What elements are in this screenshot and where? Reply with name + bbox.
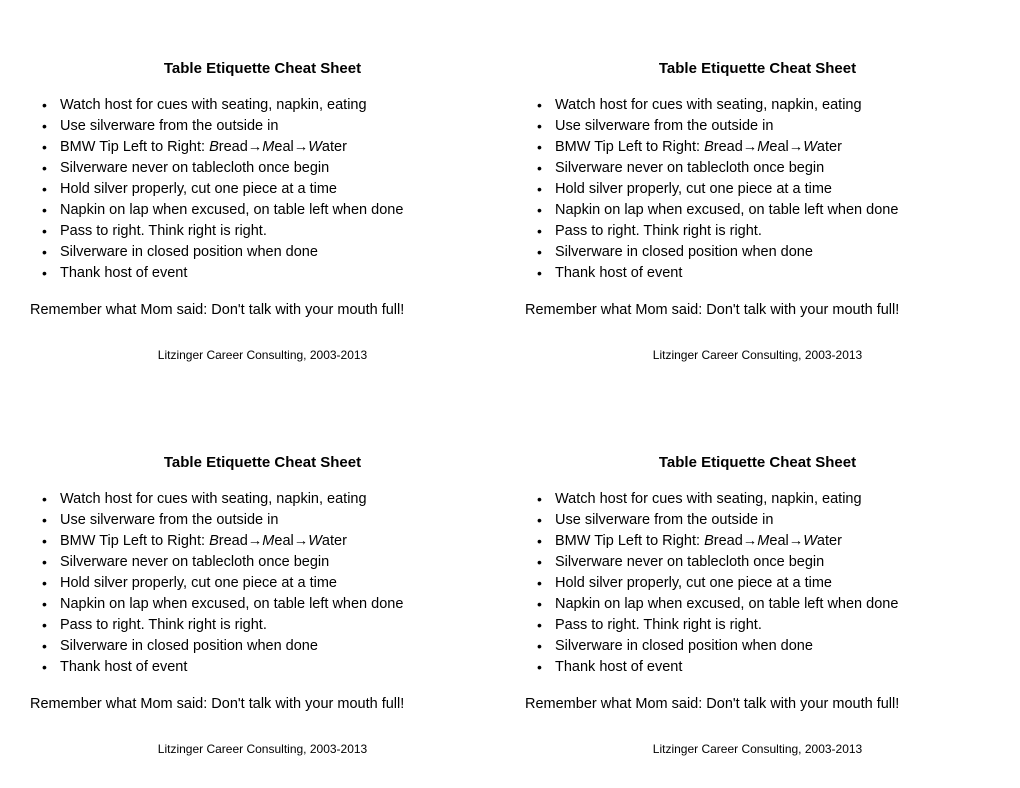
tip-item: Pass to right. Think right is right. [555, 615, 990, 636]
cheat-sheet-card: Table Etiquette Cheat Sheet Watch host fo… [525, 30, 990, 364]
closing-line: Remember what Mom said: Don't talk with … [30, 696, 495, 712]
tip-item: Silverware never on tablecloth once begi… [60, 552, 495, 573]
tip-item: Pass to right. Think right is right. [60, 615, 495, 636]
tip-item: Napkin on lap when excused, on table lef… [60, 200, 495, 221]
tip-item: Watch host for cues with seating, napkin… [555, 95, 990, 116]
tip-item: Silverware in closed position when done [60, 636, 495, 657]
footer-credit: Litzinger Career Consulting, 2003-2013 [525, 742, 990, 756]
card-title: Table Etiquette Cheat Sheet [30, 454, 495, 471]
footer-credit: Litzinger Career Consulting, 2003-2013 [30, 348, 495, 362]
tip-item: Use silverware from the outside in [555, 510, 990, 531]
tip-item: Napkin on lap when excused, on table lef… [555, 200, 990, 221]
tips-list: Watch host for cues with seating, napkin… [30, 95, 495, 284]
tip-item: BMW Tip Left to Right: Bread→Meal→Water [555, 137, 990, 158]
tip-item: Silverware in closed position when done [555, 636, 990, 657]
tip-item: Use silverware from the outside in [555, 116, 990, 137]
tip-item: BMW Tip Left to Right: Bread→Meal→Water [60, 137, 495, 158]
closing-line: Remember what Mom said: Don't talk with … [525, 302, 990, 318]
footer-credit: Litzinger Career Consulting, 2003-2013 [30, 742, 495, 756]
tip-item: Pass to right. Think right is right. [555, 221, 990, 242]
tip-item: BMW Tip Left to Right: Bread→Meal→Water [555, 531, 990, 552]
cheat-sheet-card: Table Etiquette Cheat Sheet Watch host fo… [30, 424, 495, 758]
tip-item: Thank host of event [60, 657, 495, 678]
tip-item: Watch host for cues with seating, napkin… [60, 489, 495, 510]
tip-item: BMW Tip Left to Right: Bread→Meal→Water [60, 531, 495, 552]
tip-item: Watch host for cues with seating, napkin… [60, 95, 495, 116]
tip-item: Hold silver properly, cut one piece at a… [555, 573, 990, 594]
tip-item: Napkin on lap when excused, on table lef… [60, 594, 495, 615]
tip-item: Use silverware from the outside in [60, 116, 495, 137]
tip-item: Watch host for cues with seating, napkin… [555, 489, 990, 510]
tip-item: Use silverware from the outside in [60, 510, 495, 531]
cheat-sheet-card: Table Etiquette Cheat Sheet Watch host fo… [30, 30, 495, 364]
card-title: Table Etiquette Cheat Sheet [30, 60, 495, 77]
tip-item: Thank host of event [60, 263, 495, 284]
cheat-sheet-card: Table Etiquette Cheat Sheet Watch host fo… [525, 424, 990, 758]
tip-item: Hold silver properly, cut one piece at a… [555, 179, 990, 200]
tip-item: Silverware never on tablecloth once begi… [555, 158, 990, 179]
closing-line: Remember what Mom said: Don't talk with … [525, 696, 990, 712]
footer-credit: Litzinger Career Consulting, 2003-2013 [525, 348, 990, 362]
tip-item: Thank host of event [555, 263, 990, 284]
tip-item: Silverware in closed position when done [60, 242, 495, 263]
card-title: Table Etiquette Cheat Sheet [525, 454, 990, 471]
card-title: Table Etiquette Cheat Sheet [525, 60, 990, 77]
tip-item: Silverware never on tablecloth once begi… [60, 158, 495, 179]
closing-line: Remember what Mom said: Don't talk with … [30, 302, 495, 318]
tips-list: Watch host for cues with seating, napkin… [525, 489, 990, 678]
tip-item: Silverware in closed position when done [555, 242, 990, 263]
tip-item: Thank host of event [555, 657, 990, 678]
tip-item: Hold silver properly, cut one piece at a… [60, 573, 495, 594]
tip-item: Hold silver properly, cut one piece at a… [60, 179, 495, 200]
tip-item: Pass to right. Think right is right. [60, 221, 495, 242]
tips-list: Watch host for cues with seating, napkin… [525, 95, 990, 284]
tip-item: Napkin on lap when excused, on table lef… [555, 594, 990, 615]
tip-item: Silverware never on tablecloth once begi… [555, 552, 990, 573]
card-grid: Table Etiquette Cheat Sheet Watch host fo… [30, 30, 990, 758]
tips-list: Watch host for cues with seating, napkin… [30, 489, 495, 678]
